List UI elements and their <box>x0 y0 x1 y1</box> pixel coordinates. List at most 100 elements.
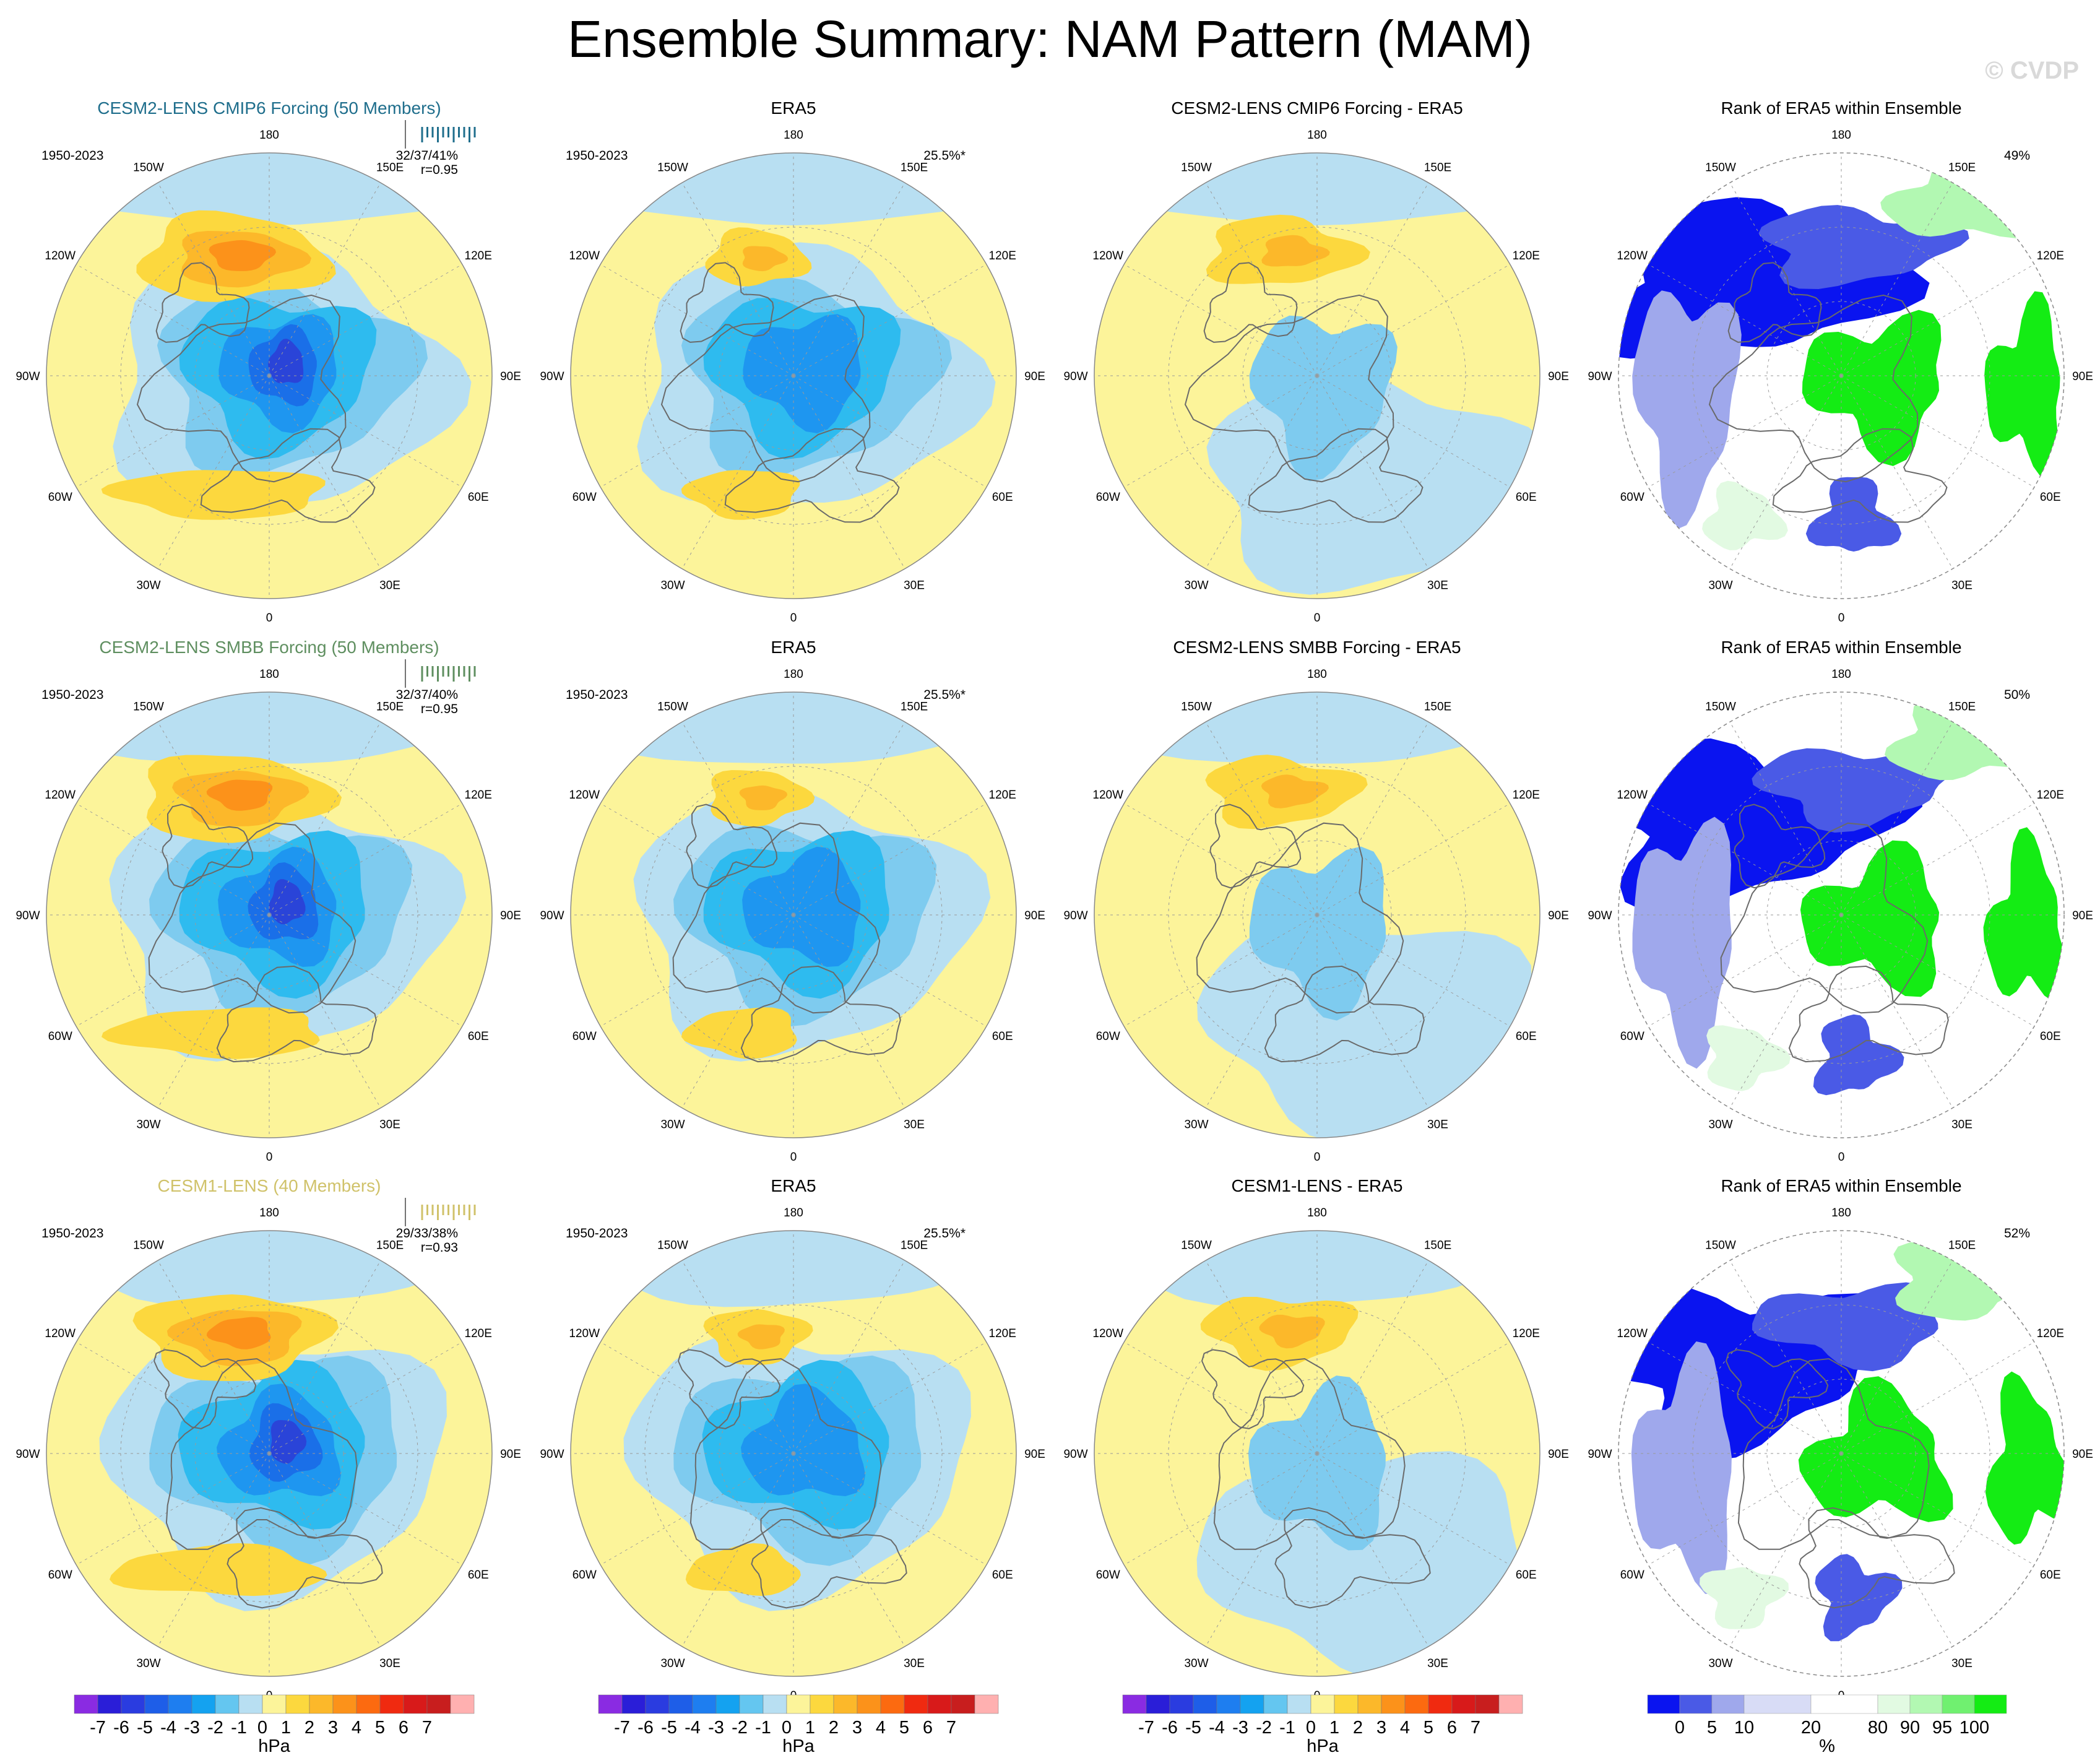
negative-region <box>268 339 304 384</box>
map-field <box>46 692 492 1138</box>
meridian-line <box>1729 914 1842 1109</box>
colorbar-swatch <box>1216 1694 1241 1714</box>
coastline <box>686 804 778 889</box>
longitude-label: 30W <box>1184 1119 1208 1132</box>
meridian-line <box>1123 264 1318 376</box>
colorbar-hpa: -7 -6 -5 -4 -3 -2 -1 0 1 2 3 4 5 6 7 hPa <box>598 1694 999 1756</box>
map-panel-diff-row3: 180150E120E90E60E30E030W60W90W120W150WCE… <box>1063 1176 1568 1702</box>
colorbar-swatch <box>215 1694 240 1714</box>
colorbar-unit: hPa <box>258 1736 290 1756</box>
longitude-label: 150E <box>376 700 404 713</box>
longitude-label: 30W <box>660 1657 685 1670</box>
meridian-line <box>76 1453 270 1566</box>
longitude-label: 120W <box>1617 789 1648 802</box>
longitude-label: 30E <box>1951 579 1973 592</box>
longitude-label: 150E <box>1424 700 1451 713</box>
meridian-line <box>793 803 987 916</box>
longitude-label: 150W <box>657 1239 688 1252</box>
meridian-line <box>793 375 987 488</box>
negative-region <box>1117 1231 1540 1307</box>
positive-region <box>737 1324 785 1349</box>
coastline <box>1799 1507 1955 1609</box>
meridian-line <box>1316 1341 1511 1454</box>
longitude-label: 90W <box>15 1448 40 1461</box>
meridian-line <box>600 803 794 916</box>
meridian-line <box>269 1453 463 1566</box>
meridian-line <box>269 182 381 376</box>
longitude-label: 90E <box>1024 1448 1045 1461</box>
positive-region <box>206 1317 271 1349</box>
longitude-label: 120E <box>465 249 492 262</box>
colorbar-tick-label: -5 <box>137 1718 153 1738</box>
coastline <box>1264 965 1425 1063</box>
longitude-label: 60W <box>48 491 72 504</box>
longitude-label: 0 <box>790 1151 797 1164</box>
longitude-label: 60W <box>1096 1030 1120 1043</box>
colorbar-tick-label: -5 <box>1185 1718 1201 1738</box>
colorbar-tick-label: -2 <box>1256 1718 1272 1738</box>
panel-title: ERA5 <box>771 1176 816 1195</box>
negative-region <box>741 1384 866 1496</box>
period-label: 1950-2023 <box>566 1226 628 1241</box>
colorbar-tick-label: 1 <box>805 1718 815 1738</box>
longitude-label: 30W <box>1184 1657 1208 1670</box>
coastline <box>660 294 871 483</box>
map-border <box>570 691 1017 1138</box>
negative-region <box>1249 315 1398 482</box>
rank-region-high <box>1800 840 1940 997</box>
longitude-label: 90E <box>500 370 521 383</box>
period-label: 1950-2023 <box>41 149 103 163</box>
coastlines <box>1201 1349 1431 1609</box>
colorbar-swatch <box>1122 1694 1147 1714</box>
map-border <box>46 152 493 599</box>
meridian-line <box>1729 375 1842 570</box>
rank-region-high <box>1893 1241 2062 1321</box>
longitude-label: 180 <box>259 1206 279 1219</box>
longitude-label: 60W <box>1096 491 1120 504</box>
colorbar-tick-label: 5 <box>1424 1718 1433 1738</box>
longitude-label: 30E <box>1951 1119 1973 1132</box>
meridian-line <box>269 914 463 1027</box>
rank-region-high <box>1984 291 2060 479</box>
map-field <box>1618 1231 2064 1676</box>
panel-title: CESM2-LENS SMBB Forcing (50 Members) <box>99 638 439 657</box>
colorbar-swatch <box>1263 1694 1288 1714</box>
meridian-line <box>1729 721 1842 916</box>
map-border <box>1618 691 2065 1138</box>
coastline <box>200 428 376 523</box>
longitude-label: 120W <box>569 249 600 262</box>
colorbar-swatch <box>1287 1694 1311 1714</box>
graticule <box>1618 692 2064 1138</box>
longitude-label: 30W <box>660 1119 685 1132</box>
colorbar-swatch <box>621 1694 646 1714</box>
meridian-line <box>1123 914 1318 1027</box>
longitude-label: 30E <box>1427 1119 1448 1132</box>
meridian-line <box>1841 1453 1953 1647</box>
meridian-line <box>681 375 794 570</box>
colorbar-tick-label: 90 <box>1900 1718 1920 1738</box>
colorbar-swatch <box>1744 1694 1812 1714</box>
meridian-line <box>157 182 270 376</box>
pattern-correlation: r=0.95 <box>421 163 458 177</box>
meridian-line <box>793 1341 987 1454</box>
meridian-line <box>157 375 270 570</box>
rank-percent: 50% <box>2004 688 2030 702</box>
coastline <box>216 965 377 1063</box>
positive-region <box>739 785 788 810</box>
coastline <box>1213 1358 1406 1550</box>
colorbar-swatch <box>1240 1694 1264 1714</box>
longitude-label: 30E <box>904 1657 925 1670</box>
colorbar-swatch <box>1679 1694 1713 1714</box>
colorbar-tick-label: -7 <box>90 1718 106 1738</box>
longitude-label: 180 <box>1831 129 1851 142</box>
map-panel-era5-row2: 180 150E 120E 90E 60E 30E 0 30W 60W 90W 120W 150W ER… <box>540 638 1045 1164</box>
map-field <box>571 153 1016 599</box>
meridian-line <box>600 1341 794 1454</box>
longitude-label: 60W <box>1620 1569 1644 1582</box>
colorbar-swatch <box>786 1694 811 1714</box>
meridian-line <box>1316 375 1511 488</box>
period-label: 1950-2023 <box>566 149 628 163</box>
colorbar-tick-label: -3 <box>1232 1718 1248 1738</box>
watermark: © CVDP <box>1985 57 2079 84</box>
colorbar-swatch <box>403 1694 428 1714</box>
